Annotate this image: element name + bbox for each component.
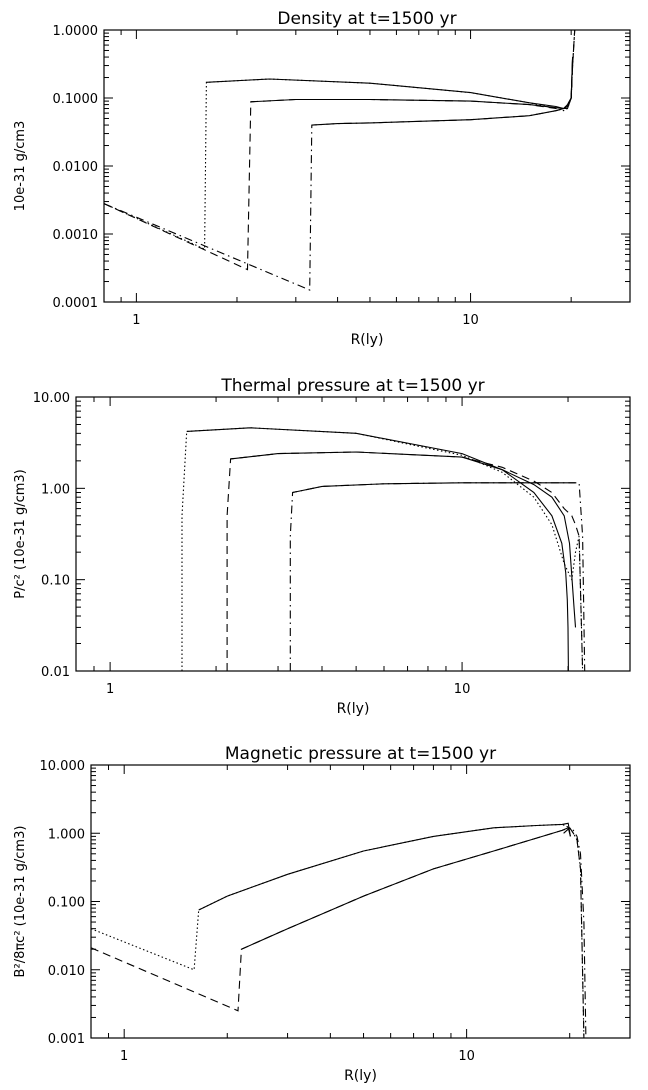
y-tick-label: 0.100 [48, 896, 85, 911]
series-line-solid [250, 57, 574, 110]
x-axis-label: R(ly) [351, 332, 384, 348]
series-line-dotted [104, 29, 576, 250]
series-line-dashdot [104, 29, 576, 291]
y-tick-label: 0.0001 [53, 296, 99, 311]
plot-frame [90, 764, 631, 1039]
y-tick-label: 0.001 [48, 1032, 85, 1047]
x-axis-label: R(ly) [337, 701, 370, 717]
series-line-dashed [91, 827, 585, 1039]
x-tick-label: 1 [106, 682, 114, 697]
x-tick-label: 1 [120, 1049, 128, 1064]
chart-density: Density at t=1500 yr R(ly) 10e-31 g/cm3 1 10… [13, 9, 631, 348]
chart-title: Magnetic pressure at t=1500 yr [225, 744, 496, 764]
series-line-solid [198, 822, 571, 911]
y-tick-label: 10.00 [33, 391, 70, 406]
x-tick-label: 10 [462, 313, 479, 328]
y-tick-label: 1.0000 [53, 24, 99, 39]
chart-title: Density at t=1500 yr [277, 9, 456, 29]
series-line-dotted [181, 427, 584, 672]
chart-thermal-pressure: Thermal pressure at t=1500 yr R(ly) P/c² (… [13, 376, 631, 717]
x-tick-label: 10 [454, 682, 471, 697]
plot-frame [103, 29, 631, 303]
y-tick-label: 0.010 [48, 964, 85, 979]
y-tick-label: 1.000 [48, 827, 85, 842]
y-tick-label: 0.1000 [53, 92, 99, 107]
y-tick-label: 0.0010 [53, 228, 99, 243]
y-axis-label: P/c² (10e-31 g/cm3) [13, 469, 28, 598]
series-line-dashed [226, 451, 584, 672]
series-line-solid [311, 57, 574, 126]
y-axis-label: 10e-31 g/cm3 [13, 121, 28, 212]
y-tick-label: 0.01 [41, 665, 70, 680]
chart-title: Thermal pressure at t=1500 yr [220, 376, 484, 396]
series-line-solid [241, 827, 571, 950]
series-line-dashdot [563, 827, 587, 1039]
x-tick-label: 10 [458, 1049, 475, 1064]
plot-frame [75, 396, 631, 672]
y-tick-label: 0.0100 [53, 160, 99, 175]
y-axis-label: B²/8πc² (10e-31 g/cm3) [13, 826, 28, 978]
series-line-dotted [91, 823, 585, 1039]
x-axis-label: R(ly) [344, 1068, 377, 1084]
series-line-solid [186, 427, 569, 672]
series-line-solid [292, 482, 576, 494]
y-tick-label: 1.00 [41, 482, 70, 497]
y-tick-label: 10.000 [40, 759, 86, 774]
y-tick-label: 0.10 [41, 574, 70, 589]
series-line-solid [230, 451, 577, 628]
x-tick-label: 1 [132, 313, 140, 328]
chart-magnetic-pressure: Magnetic pressure at t=1500 yr R(ly) B²/8π… [13, 744, 631, 1084]
series-line-dashdot [289, 482, 586, 672]
